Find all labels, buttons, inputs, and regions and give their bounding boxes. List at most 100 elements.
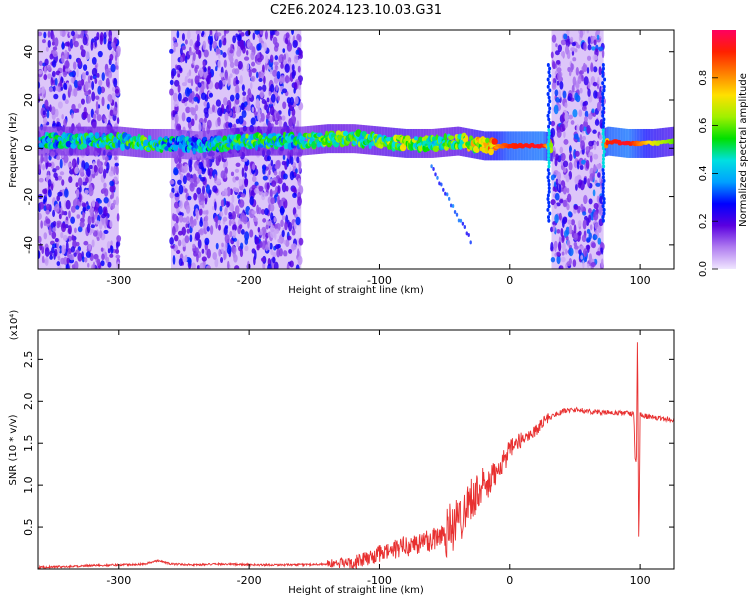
broadband-speckle [52, 227, 57, 233]
broadband-speckle [583, 42, 587, 52]
broadband-speckle [71, 103, 76, 111]
ridge-point [80, 143, 88, 149]
broadband-speckle [185, 87, 191, 97]
broadband-speckle [191, 262, 196, 269]
broadband-speckle [297, 196, 302, 207]
broadband-speckle [296, 248, 300, 259]
broadband-speckle [75, 182, 79, 188]
broadband-speckle [214, 215, 219, 224]
broadband-speckle [586, 263, 590, 268]
broadband-speckle [110, 63, 116, 73]
broadband-speckle [292, 207, 297, 216]
broadband-speckle [268, 91, 272, 97]
broadband-speckle [57, 247, 61, 253]
transition-edge-point [548, 211, 552, 216]
ridge-point [316, 141, 321, 148]
ridge-point [139, 145, 144, 151]
broadband-speckle [232, 35, 237, 44]
broadband-speckle [54, 248, 58, 257]
broadband-speckle [224, 234, 230, 244]
broadband-speckle [551, 34, 557, 43]
broadband-speckle [179, 200, 183, 209]
broadband-speckle [274, 64, 278, 71]
transition-edge-point [601, 189, 605, 194]
broadband-speckle [61, 41, 65, 50]
broadband-speckle [39, 201, 44, 210]
colorbar-gradient [712, 30, 736, 269]
broadband-speckle [50, 183, 54, 191]
broadband-speckle [82, 207, 87, 212]
broadband-speckle [45, 218, 51, 224]
broadband-speckle [222, 79, 227, 85]
broadband-speckle [284, 221, 288, 231]
broadband-speckle [70, 76, 74, 83]
broadband-speckle [551, 81, 557, 90]
broadband-speckle [91, 216, 95, 224]
broadband-speckle [43, 153, 49, 163]
transition-edge-point [602, 164, 606, 169]
broadband-speckle [291, 63, 295, 72]
broadband-speckle [177, 84, 181, 93]
spectrogram-y-tick-label: 0 [22, 145, 35, 152]
broadband-speckle [593, 66, 598, 73]
broadband-speckle [99, 32, 104, 42]
broadband-speckle [68, 224, 72, 235]
broadband-speckle [83, 240, 89, 246]
ridge-point [355, 129, 362, 138]
broadband-speckle [215, 66, 218, 72]
broadband-speckle [211, 205, 215, 211]
colorbar-ticks: 0.0 0.2 0.4 0.6 0.8 [698, 70, 718, 277]
transition-edge-point [547, 139, 551, 144]
colorbar-tick-label: 0.2 [698, 213, 709, 229]
broadband-speckle [110, 245, 114, 254]
transition-edge-point [602, 139, 606, 144]
broadband-speckle [185, 106, 191, 114]
broadband-speckle [580, 255, 584, 260]
broadband-speckle [243, 157, 248, 162]
broadband-speckle [601, 49, 605, 59]
broadband-speckle [291, 243, 297, 250]
broadband-speckle [291, 228, 296, 236]
broadband-speckle [41, 255, 45, 264]
snr-series-line [38, 342, 674, 569]
transition-edge-point [547, 171, 551, 176]
broadband-speckle [565, 39, 571, 48]
broadband-speckle [246, 104, 251, 112]
broadband-speckle [45, 46, 49, 52]
broadband-speckle [563, 229, 569, 239]
broadband-speckle [201, 248, 205, 254]
broadband-speckle [258, 185, 264, 192]
broadband-speckle [199, 262, 204, 269]
broadband-speckle [550, 256, 556, 263]
broadband-speckle [234, 265, 240, 269]
broadband-speckle [249, 195, 254, 206]
spectrogram-x-tick-label: -200 [237, 274, 262, 287]
broadband-speckle [216, 48, 221, 55]
broadband-speckle [587, 207, 592, 214]
colorbar-tick-label: 0.8 [698, 70, 709, 86]
snr-x-tick-label: 100 [630, 574, 651, 587]
broadband-speckle [259, 89, 265, 99]
broadband-speckle [559, 199, 564, 204]
broadband-speckle [248, 69, 252, 78]
broadband-speckle [73, 87, 78, 97]
broadband-speckle [52, 50, 58, 58]
broadband-speckle [101, 96, 105, 107]
broadband-speckle [582, 211, 587, 216]
broadband-speckle [235, 84, 240, 94]
broadband-speckle [195, 49, 201, 55]
broadband-speckle [42, 188, 48, 195]
transition-edge-point [547, 131, 551, 136]
broadband-speckle [47, 73, 52, 79]
ridge-tail-point [447, 196, 451, 201]
broadband-speckle [580, 74, 584, 82]
spectrogram-y-tick-label: 40 [22, 45, 35, 59]
ridge-tail-point [444, 191, 447, 196]
broadband-speckle [103, 182, 107, 189]
broadband-speckle [574, 175, 579, 185]
broadband-speckle [217, 59, 222, 69]
broadband-speckle [582, 64, 588, 73]
broadband-speckle [590, 62, 594, 72]
broadband-speckle [282, 154, 286, 161]
colorbar-tick-label: 0.4 [698, 165, 709, 181]
